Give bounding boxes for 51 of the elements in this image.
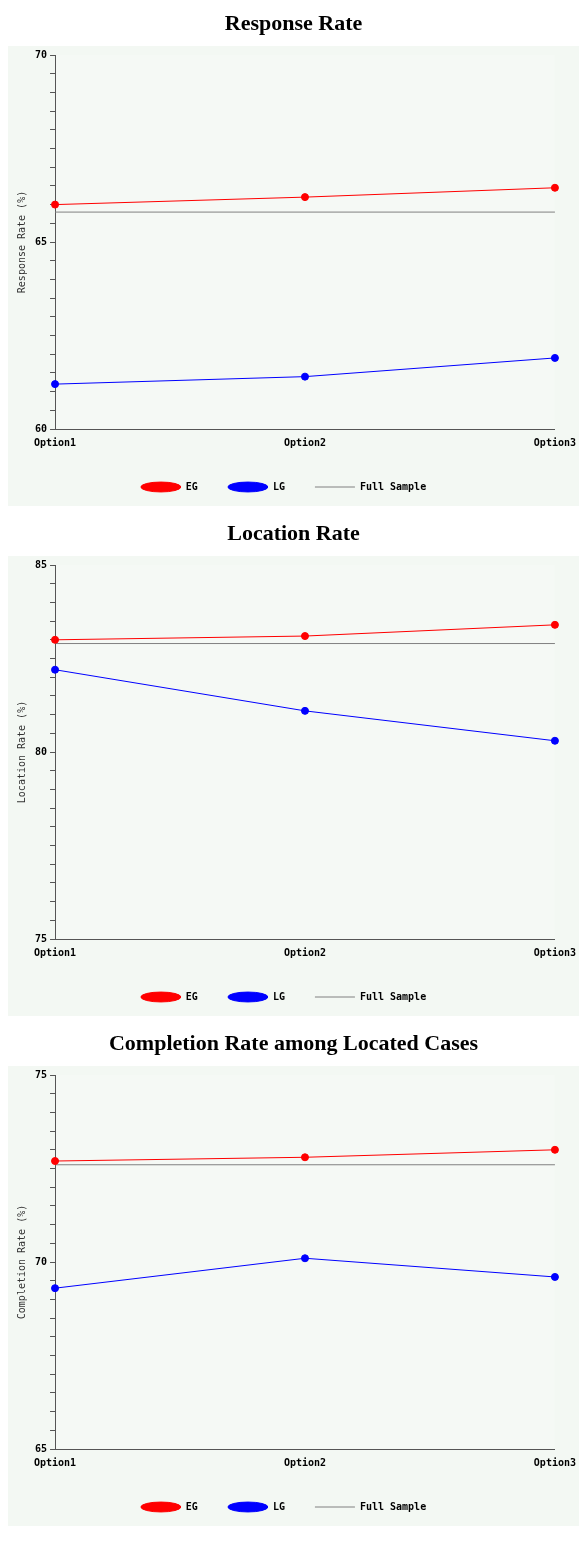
legend-label: EG bbox=[185, 1500, 198, 1512]
point bbox=[300, 372, 309, 381]
x-tick-label: Option1 bbox=[33, 1456, 77, 1468]
point bbox=[550, 1145, 559, 1154]
chart-title: Completion Rate among Located Cases bbox=[107, 1029, 480, 1057]
y-axis-title: Completion Rate (%) bbox=[15, 1204, 27, 1320]
legend-label: Full Sample bbox=[359, 990, 427, 1002]
x-tick-label: Option3 bbox=[533, 1456, 577, 1468]
legend-label: Full Sample bbox=[359, 480, 427, 492]
x-tick-label: Option3 bbox=[533, 436, 577, 448]
y-tick-label: 75 bbox=[34, 932, 48, 944]
point bbox=[550, 736, 559, 745]
y-tick-label: 80 bbox=[34, 745, 48, 757]
y-tick-label: 70 bbox=[34, 1255, 48, 1267]
chart-title: Location Rate bbox=[226, 519, 361, 547]
x-tick-label: Option1 bbox=[33, 436, 77, 448]
y-tick-label: 70 bbox=[34, 48, 48, 60]
x-tick-label: Option1 bbox=[33, 946, 77, 958]
point bbox=[300, 1153, 309, 1162]
legend-label: Full Sample bbox=[359, 1500, 427, 1512]
point bbox=[51, 1157, 60, 1166]
point bbox=[550, 1272, 559, 1281]
point bbox=[300, 706, 309, 715]
point bbox=[51, 635, 60, 644]
x-tick-label: Option2 bbox=[283, 946, 327, 958]
point bbox=[550, 620, 559, 629]
y-tick-label: 65 bbox=[34, 235, 48, 247]
point bbox=[550, 353, 559, 362]
legend-label: LG bbox=[272, 480, 285, 492]
x-tick-label: Option2 bbox=[283, 1456, 327, 1468]
point bbox=[51, 665, 60, 674]
legend-label: LG bbox=[272, 990, 285, 1002]
point bbox=[550, 183, 559, 192]
point bbox=[300, 1254, 309, 1263]
y-tick-label: 65 bbox=[34, 1442, 48, 1454]
chart-title: Response Rate bbox=[223, 9, 364, 37]
legend-label: EG bbox=[185, 480, 198, 492]
y-tick-label: 85 bbox=[34, 558, 48, 570]
y-tick-label: 75 bbox=[34, 1068, 48, 1080]
y-tick-label: 60 bbox=[34, 422, 48, 434]
y-axis-title: Location Rate (%) bbox=[15, 700, 27, 804]
point bbox=[300, 632, 309, 641]
legend-label: EG bbox=[185, 990, 198, 1002]
point bbox=[51, 200, 60, 209]
y-axis-title: Response Rate (%) bbox=[15, 190, 27, 294]
point bbox=[300, 193, 309, 202]
legend-label: LG bbox=[272, 1500, 285, 1512]
point bbox=[51, 380, 60, 389]
x-tick-label: Option2 bbox=[283, 436, 327, 448]
point bbox=[51, 1284, 60, 1293]
x-tick-label: Option3 bbox=[533, 946, 577, 958]
